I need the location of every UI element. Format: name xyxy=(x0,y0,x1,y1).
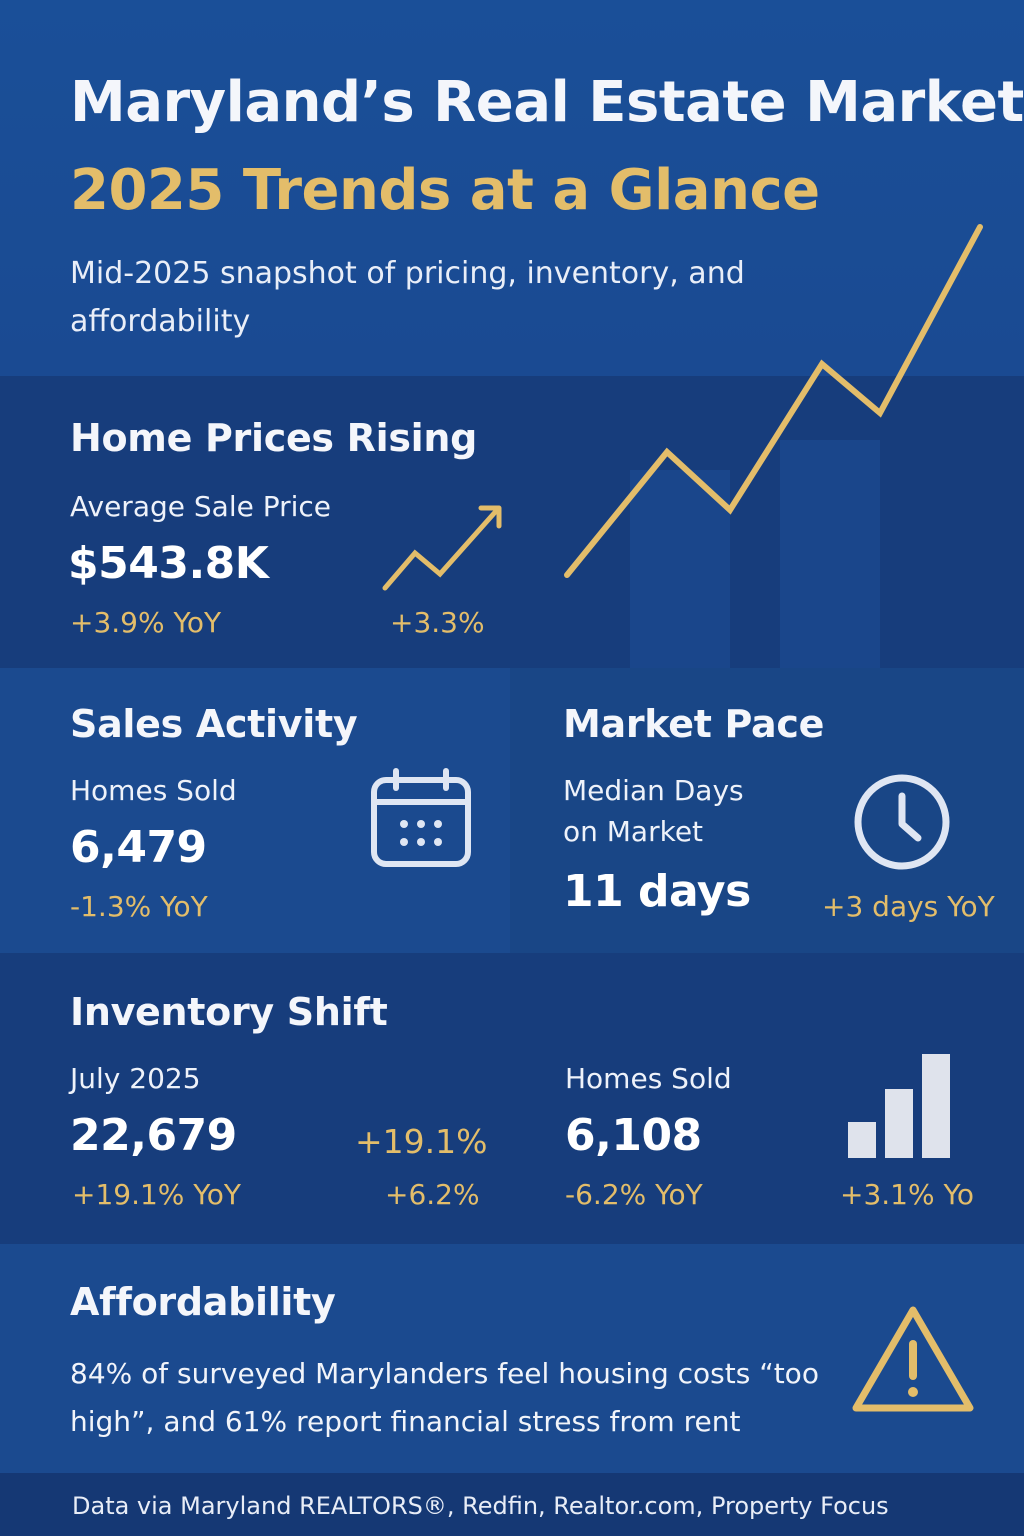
mini-trend-arrow-head xyxy=(478,505,502,529)
inventory-right-value: 6,108 xyxy=(565,1110,702,1161)
affordability-section xyxy=(0,1244,1024,1473)
sales-change: -1.3% YoY xyxy=(70,890,208,923)
trend-line-graphic xyxy=(382,224,983,668)
pace-change: +3 days YoY xyxy=(822,890,995,923)
prices-label: Average Sale Price xyxy=(70,490,332,523)
prices-mini-change: +3.3% xyxy=(390,606,485,639)
footer-section xyxy=(0,1473,1024,1536)
inventory-section xyxy=(0,953,1024,1244)
bar-icon-bar-3 xyxy=(922,1054,950,1158)
sales-heading: Sales Activity xyxy=(70,702,358,746)
bg-bar-1 xyxy=(630,470,730,668)
inventory-mid-top: +19.1% xyxy=(355,1122,488,1161)
inventory-heading: Inventory Shift xyxy=(70,990,388,1034)
inventory-right-change: -6.2% YoY xyxy=(565,1178,703,1211)
pace-heading: Market Pace xyxy=(563,702,825,746)
prices-change: +3.9% YoY xyxy=(70,606,222,639)
inventory-right-label: Homes Sold xyxy=(565,1062,732,1095)
mini-trend-arrow-line xyxy=(382,507,500,591)
big-trend-line xyxy=(564,224,983,578)
pace-section xyxy=(510,668,1024,953)
bar-icon-bar-2 xyxy=(885,1089,913,1158)
bar-chart-icon xyxy=(848,1054,950,1158)
pace-value: 11 days xyxy=(563,866,751,917)
affordability-heading: Affordability xyxy=(70,1280,336,1324)
warning-icon xyxy=(852,1306,974,1412)
inventory-left-label: July 2025 xyxy=(70,1062,201,1095)
inventory-left-value: 22,679 xyxy=(70,1110,237,1161)
clock-icon xyxy=(854,774,950,870)
inventory-left-change: +19.1% YoY xyxy=(72,1178,241,1211)
bg-bar-2 xyxy=(780,440,880,668)
sales-value: 6,479 xyxy=(70,822,207,873)
pace-label-line-2: on Market xyxy=(563,815,704,848)
bar-icon-bar-1 xyxy=(848,1122,876,1158)
sales-section xyxy=(0,668,510,953)
bars-change: +3.1% Yo xyxy=(840,1178,975,1211)
header-section xyxy=(0,0,1024,376)
calendar-icon xyxy=(371,768,471,867)
prices-value: $543.8K xyxy=(68,538,269,589)
title-line-1: Maryland’s Real Estate Market xyxy=(70,70,1024,135)
title-line-2: 2025 Trends at a Glance xyxy=(70,158,820,223)
subtitle: Mid-2025 snapshot of pricing, inventory,… xyxy=(70,256,745,339)
prices-heading: Home Prices Rising xyxy=(70,416,478,460)
footer-source: Data via Maryland REALTORS®, Redfin, Rea… xyxy=(72,1492,889,1520)
affordability-text: 84% of surveyed Marylanders feel housing… xyxy=(70,1357,819,1438)
inventory-mid-bottom: +6.2% xyxy=(385,1178,480,1211)
sales-label: Homes Sold xyxy=(70,774,237,807)
pace-label-line-1: Median Days xyxy=(563,774,744,807)
